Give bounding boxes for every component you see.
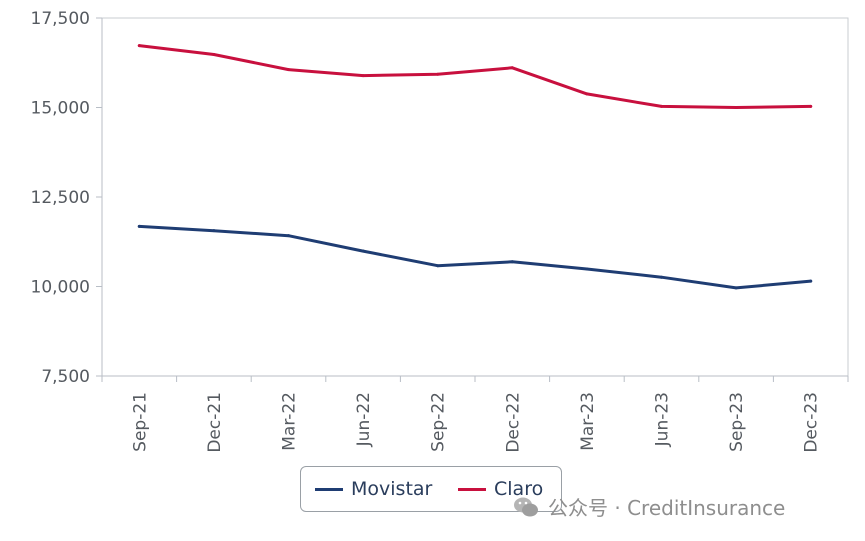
data-point-claro <box>809 104 813 108</box>
x-tick-label: Dec-23 <box>802 392 822 453</box>
y-axis: 7,500 10,000 12,500 15,000 17,500 <box>31 9 103 387</box>
data-point-claro <box>510 66 514 70</box>
x-axis: Sep-21 Dec-21 Mar-22 Jun-22 Sep-22 Dec-22 Mar-… <box>101 375 849 453</box>
watermark-text: 公众号 · CreditInsurance <box>548 496 786 520</box>
x-tick-label: Sep-23 <box>727 392 747 452</box>
data-point-claro <box>585 92 589 96</box>
x-tick-label: Jun-22 <box>354 392 374 447</box>
data-point-claro <box>287 68 290 72</box>
legend-swatch-movistar <box>315 487 343 491</box>
data-point-movistar <box>510 260 514 264</box>
series-layer <box>137 44 813 290</box>
watermark: 公众号 · CreditInsurance <box>512 492 785 521</box>
wechat-icon <box>514 497 538 516</box>
data-point-claro <box>212 53 216 57</box>
y-tick-label: 7,500 <box>41 367 90 387</box>
data-point-movistar <box>809 279 813 283</box>
data-point-movistar <box>137 224 141 228</box>
data-point-claro <box>660 104 663 108</box>
data-point-movistar <box>734 286 738 290</box>
data-point-claro <box>361 74 365 78</box>
legend: Movistar Claro <box>300 466 562 512</box>
y-tick-label: 12,500 <box>31 188 90 208</box>
data-point-claro <box>734 106 738 109</box>
data-point-movistar <box>361 249 365 253</box>
data-point-claro <box>137 44 141 48</box>
legend-item-movistar[interactable]: Movistar <box>315 478 432 500</box>
x-tick-label: Dec-22 <box>503 392 523 453</box>
x-tick-label: Mar-23 <box>578 392 598 451</box>
legend-item-claro[interactable]: Claro <box>458 478 543 500</box>
y-tick-label: 17,500 <box>31 9 90 29</box>
y-tick-label: 10,000 <box>31 278 90 298</box>
legend-label-claro: Claro <box>494 478 544 500</box>
x-tick-label: Sep-21 <box>130 392 150 452</box>
x-tick-label: Dec-21 <box>205 392 225 453</box>
y-tick-label: 15,000 <box>31 99 90 119</box>
data-point-movistar <box>585 267 589 271</box>
legend-swatch-claro <box>458 487 486 491</box>
data-point-claro <box>436 72 440 76</box>
x-tick-label: Jun-23 <box>653 392 673 447</box>
data-point-movistar <box>436 264 440 268</box>
data-point-movistar <box>287 234 290 238</box>
series-line-claro <box>137 44 813 109</box>
series-line-movistar <box>137 224 813 290</box>
x-tick-label: Sep-22 <box>429 392 449 452</box>
legend-label-movistar: Movistar <box>351 478 433 500</box>
data-point-movistar <box>212 229 216 233</box>
data-point-movistar <box>660 275 663 279</box>
x-tick-label: Mar-22 <box>280 392 300 451</box>
